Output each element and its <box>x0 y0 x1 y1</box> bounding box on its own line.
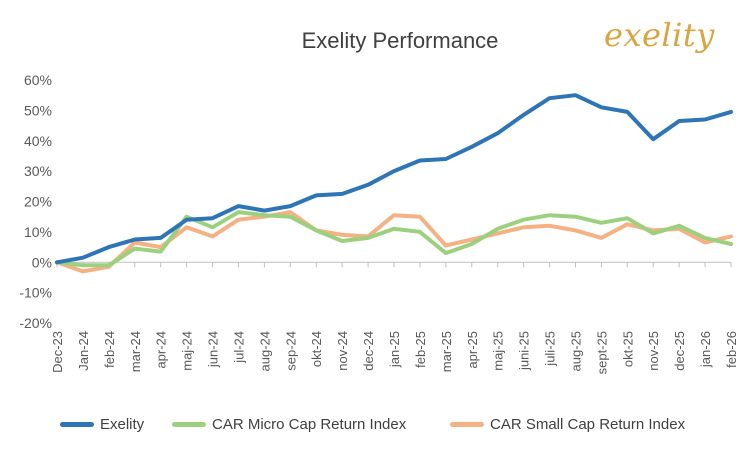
legend-swatch-small-cap <box>450 421 484 427</box>
x-tick-label: feb-26 <box>724 331 739 368</box>
legend-label-exelity: Exelity <box>100 415 145 433</box>
x-tick-label: dec-24 <box>361 331 376 371</box>
x-tick-label: feb-25 <box>413 331 428 368</box>
x-tick-label: okt-24 <box>309 331 324 367</box>
y-tick-label: 20% <box>24 194 52 210</box>
y-tick-label: 10% <box>24 224 52 240</box>
x-tick-label: jun-24 <box>206 331 221 368</box>
legend-item-exelity: Exelity <box>60 412 144 436</box>
legend-label-micro-cap: CAR Micro Cap Return Index <box>212 415 407 433</box>
series-line-exelity <box>55 93 733 265</box>
legend-swatch-micro-cap <box>172 421 206 427</box>
x-tick-label: Dec-23 <box>50 331 65 373</box>
y-tick-label: 40% <box>24 133 52 149</box>
x-tick-label: aug-25 <box>568 331 583 371</box>
exelity-logo: exelity <box>604 16 715 54</box>
x-tick-label: mar-25 <box>439 331 454 372</box>
x-tick-label: aug-24 <box>257 331 272 371</box>
x-tick-label: jan-26 <box>698 331 713 368</box>
y-tick-label: -20% <box>19 315 52 331</box>
x-tick-label: nov-24 <box>335 331 350 371</box>
chart-title: Exelity Performance <box>301 28 499 53</box>
y-tick-label: 50% <box>24 102 52 118</box>
x-tick-label: sep-24 <box>283 331 298 371</box>
x-tick-label: juni-25 <box>517 331 532 371</box>
series-line-car-micro-cap-return-index <box>55 210 733 268</box>
x-tick-label: apr-24 <box>154 331 169 369</box>
legend-item-small-cap: CAR Small Cap Return Index <box>450 412 685 436</box>
legend-swatch-exelity <box>60 421 94 427</box>
x-tick-label: feb-24 <box>102 331 117 368</box>
x-tick-label: maj-25 <box>491 331 506 371</box>
x-tick-label: nov-25 <box>646 331 661 371</box>
legend-item-micro-cap: CAR Micro Cap Return Index <box>172 412 406 436</box>
x-tick-label: dec-25 <box>672 331 687 371</box>
x-tick-label: Jan-24 <box>76 331 91 371</box>
y-tick-label: 60% <box>24 72 52 88</box>
x-tick-label: juli-25 <box>543 331 558 367</box>
y-tick-label: 30% <box>24 163 52 179</box>
x-tick-label: jul-24 <box>231 331 246 364</box>
x-tick-label: maj-24 <box>180 331 195 371</box>
legend-label-small-cap: CAR Small Cap Return Index <box>490 415 686 433</box>
y-tick-label: -10% <box>19 285 52 301</box>
x-tick-label: mar-24 <box>128 331 143 372</box>
x-tick-label: okt-25 <box>620 331 635 367</box>
x-tick-label: jan-25 <box>387 331 402 368</box>
chart-legend: Exelity CAR Micro Cap Return Index CAR S… <box>0 412 754 436</box>
y-tick-label: 0% <box>32 254 52 270</box>
x-tick-label: apr-25 <box>465 331 480 369</box>
x-tick-label: sept-25 <box>594 331 609 374</box>
